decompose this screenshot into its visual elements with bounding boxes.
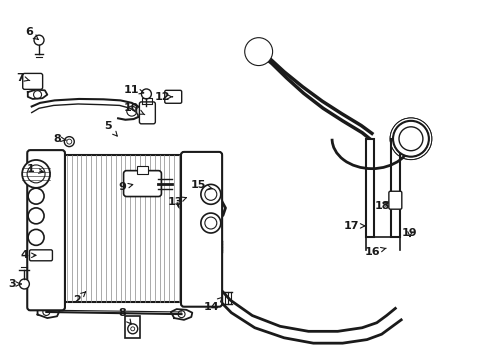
Text: 9: 9 <box>118 182 133 192</box>
Text: 3: 3 <box>8 279 21 289</box>
Text: 1: 1 <box>26 164 44 174</box>
Circle shape <box>64 137 74 147</box>
Circle shape <box>205 188 217 200</box>
Text: 6: 6 <box>25 27 38 40</box>
FancyBboxPatch shape <box>29 250 52 261</box>
FancyBboxPatch shape <box>181 152 222 307</box>
Text: 8: 8 <box>118 308 131 324</box>
Circle shape <box>20 279 29 289</box>
Circle shape <box>43 309 50 315</box>
Circle shape <box>131 327 135 331</box>
Text: 8: 8 <box>53 134 67 144</box>
Circle shape <box>201 184 221 204</box>
Text: 13: 13 <box>168 197 187 207</box>
Circle shape <box>28 188 44 204</box>
Text: 14: 14 <box>204 297 222 312</box>
Text: 5: 5 <box>104 121 117 136</box>
Text: 4: 4 <box>21 250 36 260</box>
Circle shape <box>245 38 272 66</box>
FancyBboxPatch shape <box>165 90 182 103</box>
FancyBboxPatch shape <box>123 171 161 197</box>
Text: 12: 12 <box>154 92 172 102</box>
Text: 17: 17 <box>343 221 365 231</box>
Text: 7: 7 <box>17 73 30 83</box>
Text: 19: 19 <box>402 228 418 238</box>
Circle shape <box>393 121 429 157</box>
Bar <box>57 155 189 302</box>
Text: 2: 2 <box>73 292 86 305</box>
Circle shape <box>27 165 45 183</box>
Circle shape <box>178 311 185 318</box>
Bar <box>125 316 140 338</box>
Bar <box>137 166 148 174</box>
Circle shape <box>67 139 72 144</box>
Circle shape <box>127 106 137 116</box>
Text: 15: 15 <box>191 180 212 190</box>
FancyBboxPatch shape <box>27 150 65 310</box>
Circle shape <box>201 213 221 233</box>
Circle shape <box>249 42 269 62</box>
Text: 11: 11 <box>124 85 144 95</box>
Circle shape <box>142 89 151 99</box>
Circle shape <box>34 35 44 45</box>
Text: 18: 18 <box>375 201 391 211</box>
FancyBboxPatch shape <box>140 102 155 124</box>
Circle shape <box>205 217 217 229</box>
Bar <box>392 139 400 237</box>
Text: 10: 10 <box>124 103 145 114</box>
Circle shape <box>28 168 44 184</box>
Circle shape <box>253 46 265 58</box>
Text: 16: 16 <box>365 247 386 257</box>
Circle shape <box>28 208 44 224</box>
Bar <box>366 139 374 237</box>
Circle shape <box>28 229 44 246</box>
FancyBboxPatch shape <box>389 191 402 209</box>
Circle shape <box>34 91 42 99</box>
Circle shape <box>128 324 138 334</box>
Circle shape <box>186 193 198 205</box>
Circle shape <box>22 160 50 188</box>
Circle shape <box>399 127 423 151</box>
FancyBboxPatch shape <box>23 73 43 89</box>
